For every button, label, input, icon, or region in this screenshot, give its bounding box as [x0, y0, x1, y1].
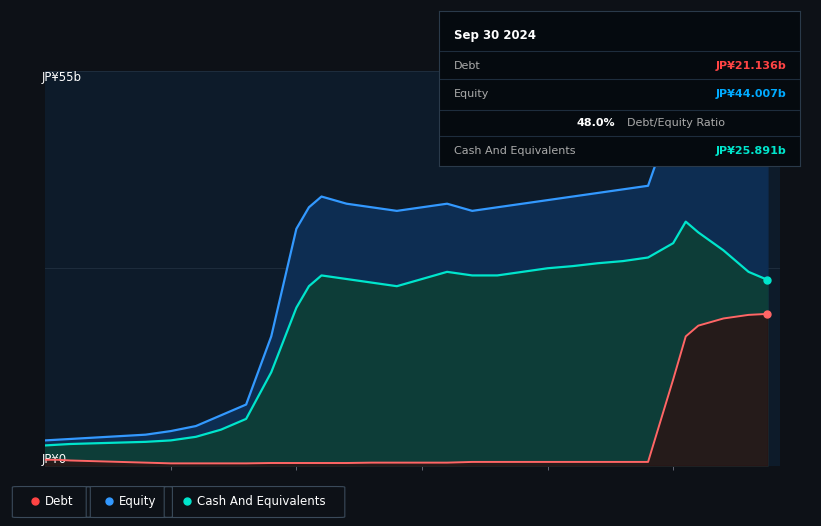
Text: Sep 30 2024: Sep 30 2024	[454, 29, 535, 42]
Text: Debt/Equity Ratio: Debt/Equity Ratio	[627, 118, 725, 128]
Text: Equity: Equity	[454, 89, 489, 99]
Text: 48.0%: 48.0%	[576, 118, 615, 128]
Text: JP¥0: JP¥0	[42, 452, 67, 466]
Text: Cash And Equivalents: Cash And Equivalents	[197, 494, 326, 508]
Text: JP¥21.136b: JP¥21.136b	[715, 60, 786, 70]
Text: Equity: Equity	[119, 494, 157, 508]
Text: JP¥55b: JP¥55b	[42, 71, 81, 84]
Text: Cash And Equivalents: Cash And Equivalents	[454, 146, 576, 156]
Text: JP¥44.007b: JP¥44.007b	[715, 89, 786, 99]
Text: Debt: Debt	[454, 60, 480, 70]
Text: Debt: Debt	[45, 494, 74, 508]
Text: JP¥25.891b: JP¥25.891b	[715, 146, 786, 156]
